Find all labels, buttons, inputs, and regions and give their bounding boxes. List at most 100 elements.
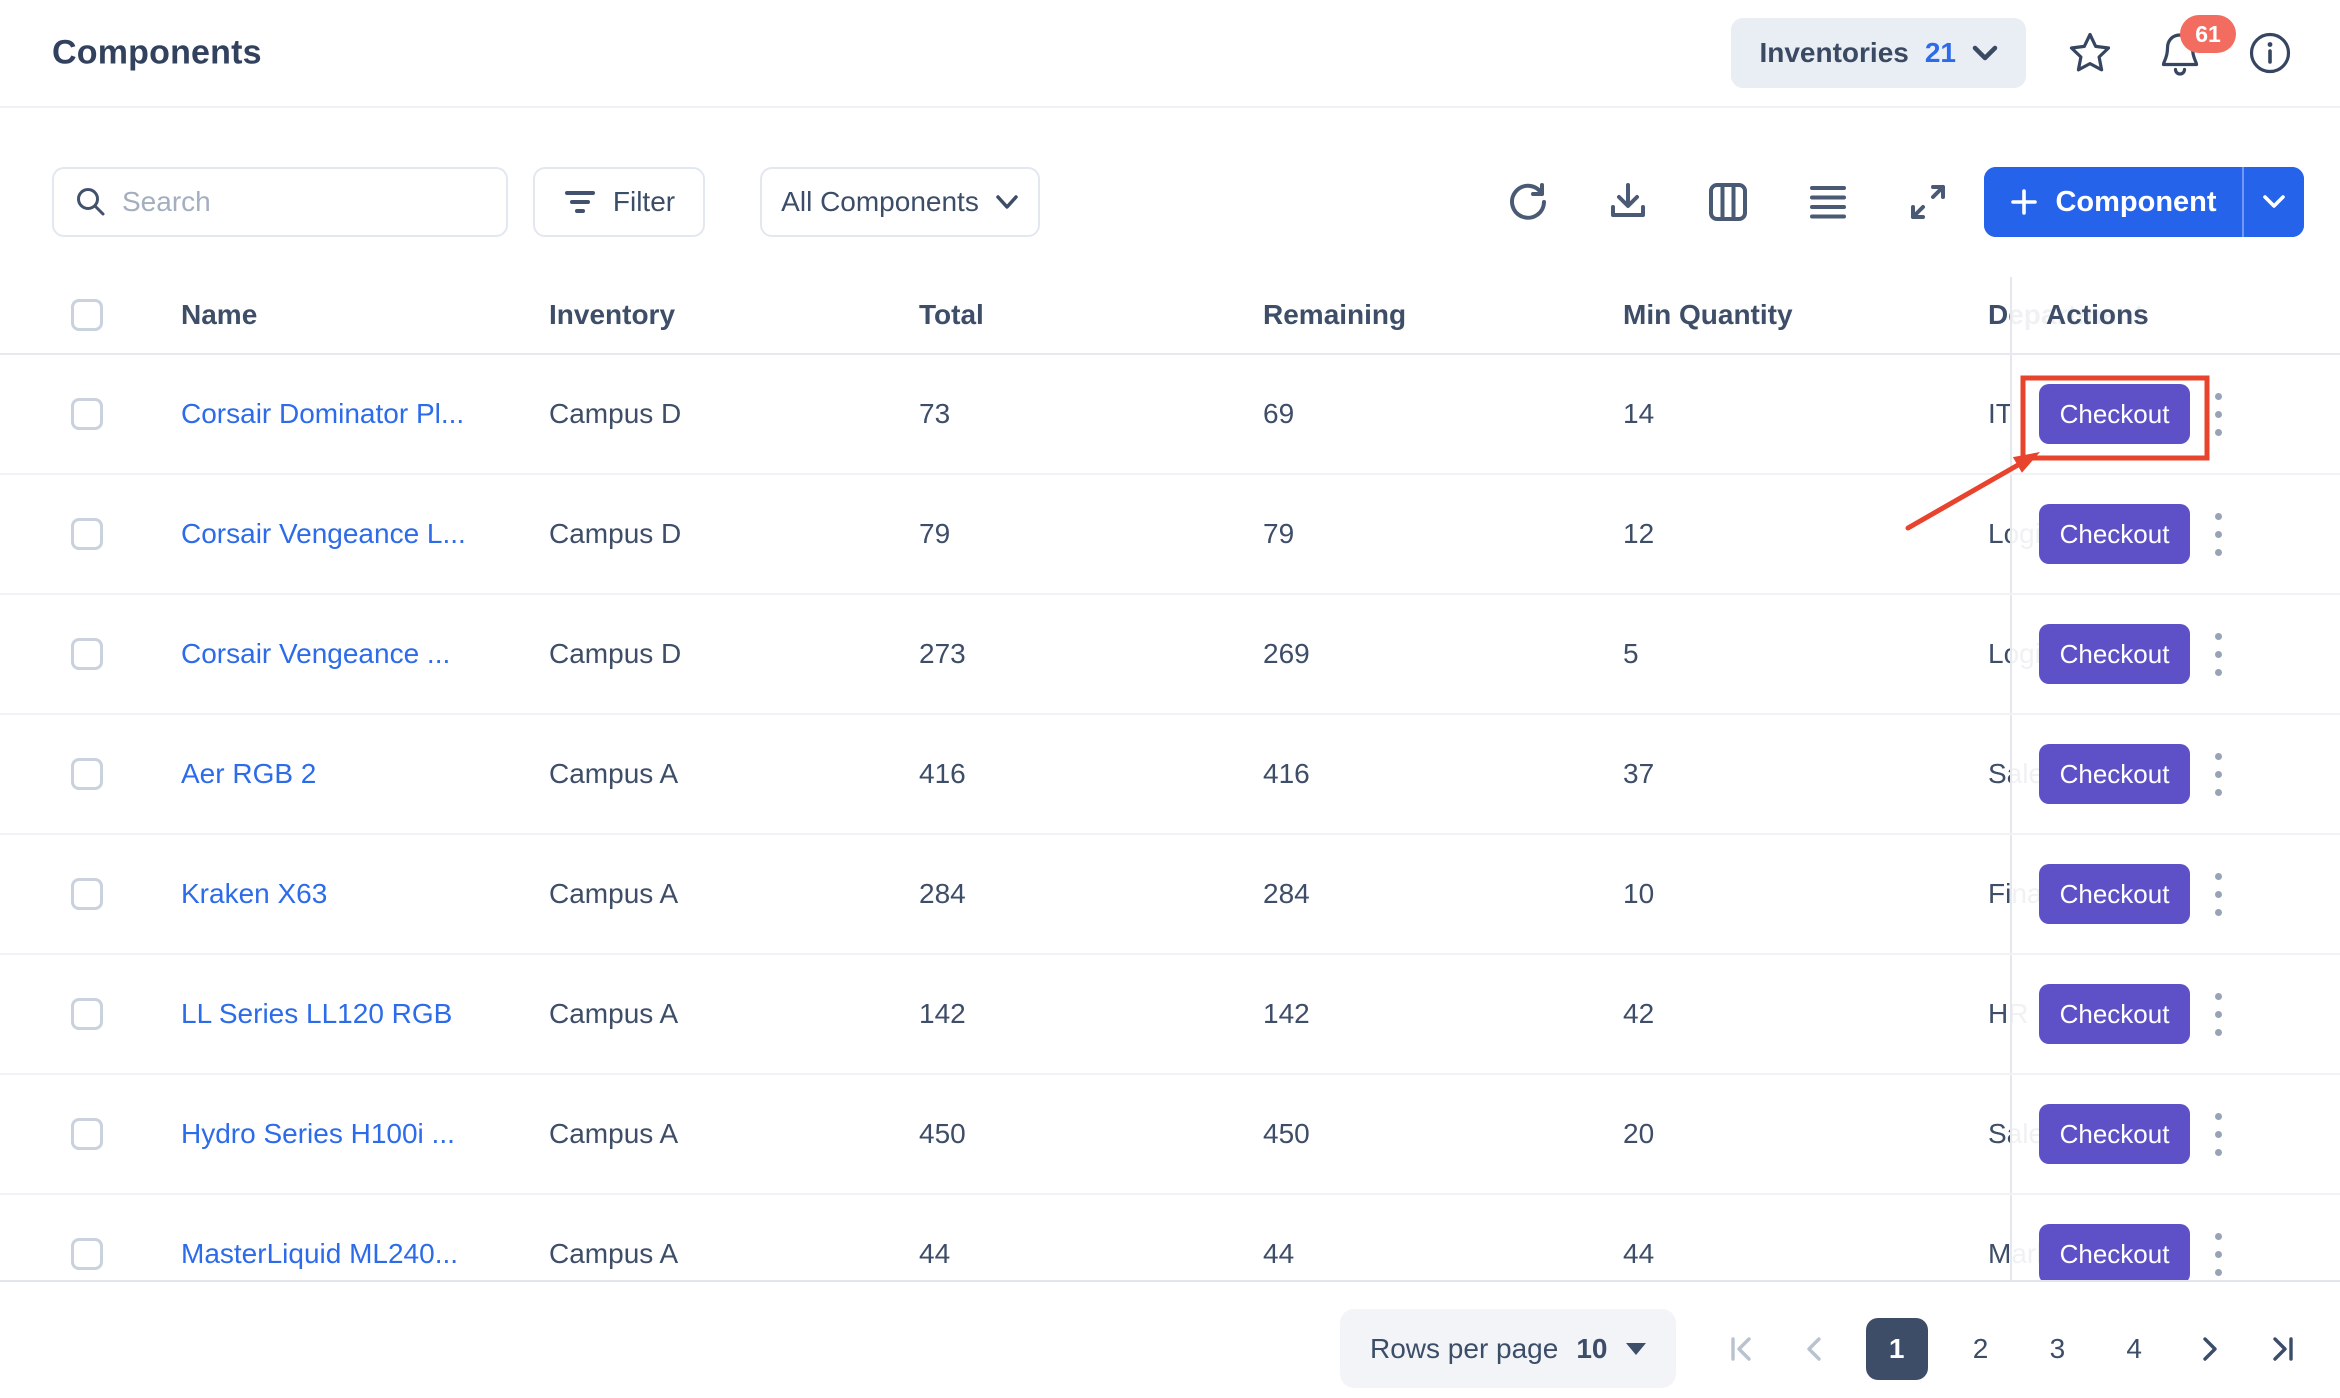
checkout-button[interactable]: Checkout bbox=[2039, 1224, 2190, 1280]
rows-per-page-value: 10 bbox=[1576, 1332, 1608, 1364]
row-checkbox[interactable] bbox=[71, 1118, 103, 1150]
select-all-checkbox[interactable] bbox=[71, 299, 103, 331]
inventories-dropdown[interactable]: Inventories 21 bbox=[1731, 18, 2026, 88]
refresh-icon bbox=[1510, 183, 1546, 220]
table-toolbar: Filter All Components bbox=[52, 167, 2304, 237]
caret-down-icon bbox=[1625, 1342, 1646, 1355]
inventory-cell: Campus A bbox=[549, 1118, 679, 1149]
export-button[interactable] bbox=[1604, 178, 1652, 226]
checkout-button[interactable]: Checkout bbox=[2039, 384, 2190, 444]
table-row: MasterLiquid ML240... Campus A 44 44 44 … bbox=[0, 1195, 2340, 1280]
fullscreen-button[interactable] bbox=[1904, 178, 1952, 226]
row-menu-button[interactable] bbox=[2196, 626, 2240, 682]
rows-per-page-dropdown[interactable]: Rows per page 10 bbox=[1340, 1309, 1676, 1388]
min-quantity-cell: 42 bbox=[1623, 998, 1655, 1029]
checkout-button[interactable]: Checkout bbox=[2039, 864, 2190, 924]
component-name-link[interactable]: Kraken X63 bbox=[181, 878, 328, 909]
last-page-icon bbox=[2273, 1336, 2293, 1361]
min-quantity-cell: 44 bbox=[1623, 1238, 1655, 1269]
add-component-menu-button[interactable] bbox=[2242, 167, 2304, 237]
component-name-link[interactable]: Corsair Vengeance L... bbox=[181, 518, 466, 549]
row-menu-button[interactable] bbox=[2196, 866, 2240, 922]
column-header-actions: Actions bbox=[2046, 299, 2149, 330]
checkout-button[interactable]: Checkout bbox=[2039, 744, 2190, 804]
add-component-split-button: Component bbox=[1984, 167, 2304, 237]
chevron-down-icon bbox=[1972, 45, 1998, 61]
table-row: Corsair Dominator Pl... Campus D 73 69 1… bbox=[0, 355, 2340, 475]
min-quantity-cell: 37 bbox=[1623, 758, 1655, 789]
remaining-cell: 269 bbox=[1263, 638, 1310, 669]
row-menu-button[interactable] bbox=[2196, 506, 2240, 562]
chevron-down-icon bbox=[996, 195, 1018, 209]
expand-icon bbox=[1911, 185, 1945, 219]
first-page-button[interactable] bbox=[1720, 1327, 1764, 1371]
component-name-link[interactable]: Hydro Series H100i ... bbox=[181, 1118, 455, 1149]
info-button[interactable] bbox=[2244, 27, 2296, 79]
table-row: Hydro Series H100i ... Campus A 450 450 … bbox=[0, 1075, 2340, 1195]
notification-badge: 61 bbox=[2180, 15, 2236, 53]
page-button-3[interactable]: 3 bbox=[2033, 1327, 2081, 1371]
last-page-button[interactable] bbox=[2260, 1327, 2304, 1371]
inventories-count: 21 bbox=[1924, 37, 1956, 68]
checkout-button[interactable]: Checkout bbox=[2039, 984, 2190, 1044]
component-name-link[interactable]: MasterLiquid ML240... bbox=[181, 1238, 459, 1269]
table-row: Kraken X63 Campus A 284 284 10 Finance C… bbox=[0, 835, 2340, 955]
add-component-button[interactable]: Component bbox=[1984, 167, 2242, 237]
favorite-button[interactable] bbox=[2064, 27, 2116, 79]
inventory-cell: Campus D bbox=[549, 518, 682, 549]
scope-dropdown[interactable]: All Components bbox=[760, 167, 1040, 237]
page-button-1[interactable]: 1 bbox=[1865, 1317, 1928, 1380]
component-name-link[interactable]: Corsair Vengeance ... bbox=[181, 638, 451, 669]
column-header-remaining: Remaining bbox=[1263, 299, 1407, 330]
component-name-link[interactable]: Corsair Dominator Pl... bbox=[181, 398, 465, 429]
search-input[interactable] bbox=[122, 186, 486, 218]
total-cell: 450 bbox=[919, 1118, 966, 1149]
column-header-name: Name bbox=[181, 299, 258, 330]
refresh-button[interactable] bbox=[1504, 178, 1552, 226]
row-checkbox[interactable] bbox=[71, 518, 103, 550]
download-icon bbox=[1611, 183, 1645, 217]
column-header-total: Total bbox=[919, 299, 984, 330]
density-button[interactable] bbox=[1804, 178, 1852, 226]
row-checkbox[interactable] bbox=[71, 998, 103, 1030]
search-icon bbox=[77, 188, 105, 216]
table-header: Name Inventory Total Remaining Min Quant… bbox=[0, 277, 2340, 355]
row-checkbox[interactable] bbox=[71, 758, 103, 790]
checkout-button[interactable]: Checkout bbox=[2039, 1104, 2190, 1164]
row-checkbox[interactable] bbox=[71, 398, 103, 430]
first-page-icon bbox=[1731, 1336, 1751, 1361]
row-checkbox[interactable] bbox=[71, 638, 103, 670]
prev-page-button[interactable] bbox=[1793, 1327, 1837, 1371]
inventory-cell: Campus D bbox=[549, 638, 682, 669]
notifications-button[interactable]: 61 bbox=[2154, 15, 2236, 79]
row-menu-button[interactable] bbox=[2196, 746, 2240, 802]
row-menu-button[interactable] bbox=[2196, 1226, 2240, 1280]
info-icon bbox=[2249, 32, 2291, 74]
toolbar-icon-group bbox=[1504, 167, 1952, 237]
total-cell: 284 bbox=[919, 878, 966, 909]
row-menu-button[interactable] bbox=[2196, 986, 2240, 1042]
row-checkbox[interactable] bbox=[71, 878, 103, 910]
min-quantity-cell: 20 bbox=[1623, 1118, 1655, 1149]
page-title: Components bbox=[52, 33, 262, 72]
total-cell: 142 bbox=[919, 998, 966, 1029]
filter-button[interactable]: Filter bbox=[533, 167, 705, 237]
row-checkbox[interactable] bbox=[71, 1238, 103, 1270]
min-quantity-cell: 10 bbox=[1623, 878, 1655, 909]
component-name-link[interactable]: LL Series LL120 RGB bbox=[181, 998, 453, 1029]
total-cell: 273 bbox=[919, 638, 966, 669]
page-button-2[interactable]: 2 bbox=[1957, 1327, 2005, 1371]
pagination: 1 2 3 4 bbox=[1720, 1309, 2304, 1388]
table-row: LL Series LL120 RGB Campus A 142 142 42 … bbox=[0, 955, 2340, 1075]
row-menu-button[interactable] bbox=[2196, 386, 2240, 442]
inventory-cell: Campus A bbox=[549, 1238, 679, 1269]
component-name-link[interactable]: Aer RGB 2 bbox=[181, 758, 317, 789]
columns-button[interactable] bbox=[1704, 178, 1752, 226]
row-menu-button[interactable] bbox=[2196, 1106, 2240, 1162]
checkout-button[interactable]: Checkout bbox=[2039, 624, 2190, 684]
next-page-button[interactable] bbox=[2187, 1327, 2231, 1371]
page-button-4[interactable]: 4 bbox=[2110, 1327, 2158, 1371]
checkout-button[interactable]: Checkout bbox=[2039, 504, 2190, 564]
actions-column-backdrop bbox=[2010, 277, 2340, 353]
